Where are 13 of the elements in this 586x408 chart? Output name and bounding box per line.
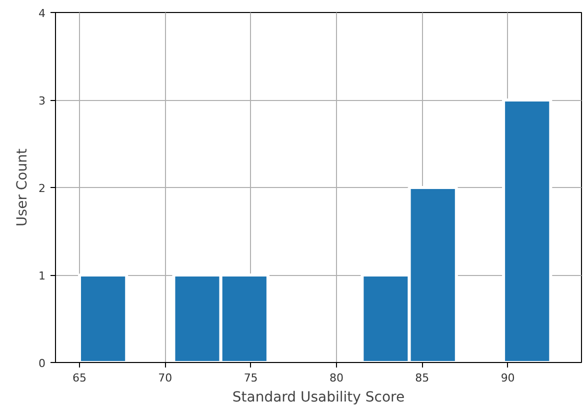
x-tick-label: 80 xyxy=(329,372,344,384)
y-tick-label: 0 xyxy=(38,357,46,370)
y-tick-label: 3 xyxy=(38,94,46,108)
x-tick-label: 90 xyxy=(500,372,515,384)
y-tick-label: 1 xyxy=(38,270,46,282)
y-axis-title: User Count xyxy=(14,148,30,226)
x-tick-label: 85 xyxy=(415,372,430,384)
x-tick-label: 70 xyxy=(158,372,172,384)
y-tick-label: 4 xyxy=(38,7,46,20)
x-tick-label: 75 xyxy=(244,372,258,384)
x-tick-label: 65 xyxy=(72,372,86,384)
y-tick-label: 2 xyxy=(38,182,46,195)
x-axis-title: Standard Usability Score xyxy=(232,390,405,406)
